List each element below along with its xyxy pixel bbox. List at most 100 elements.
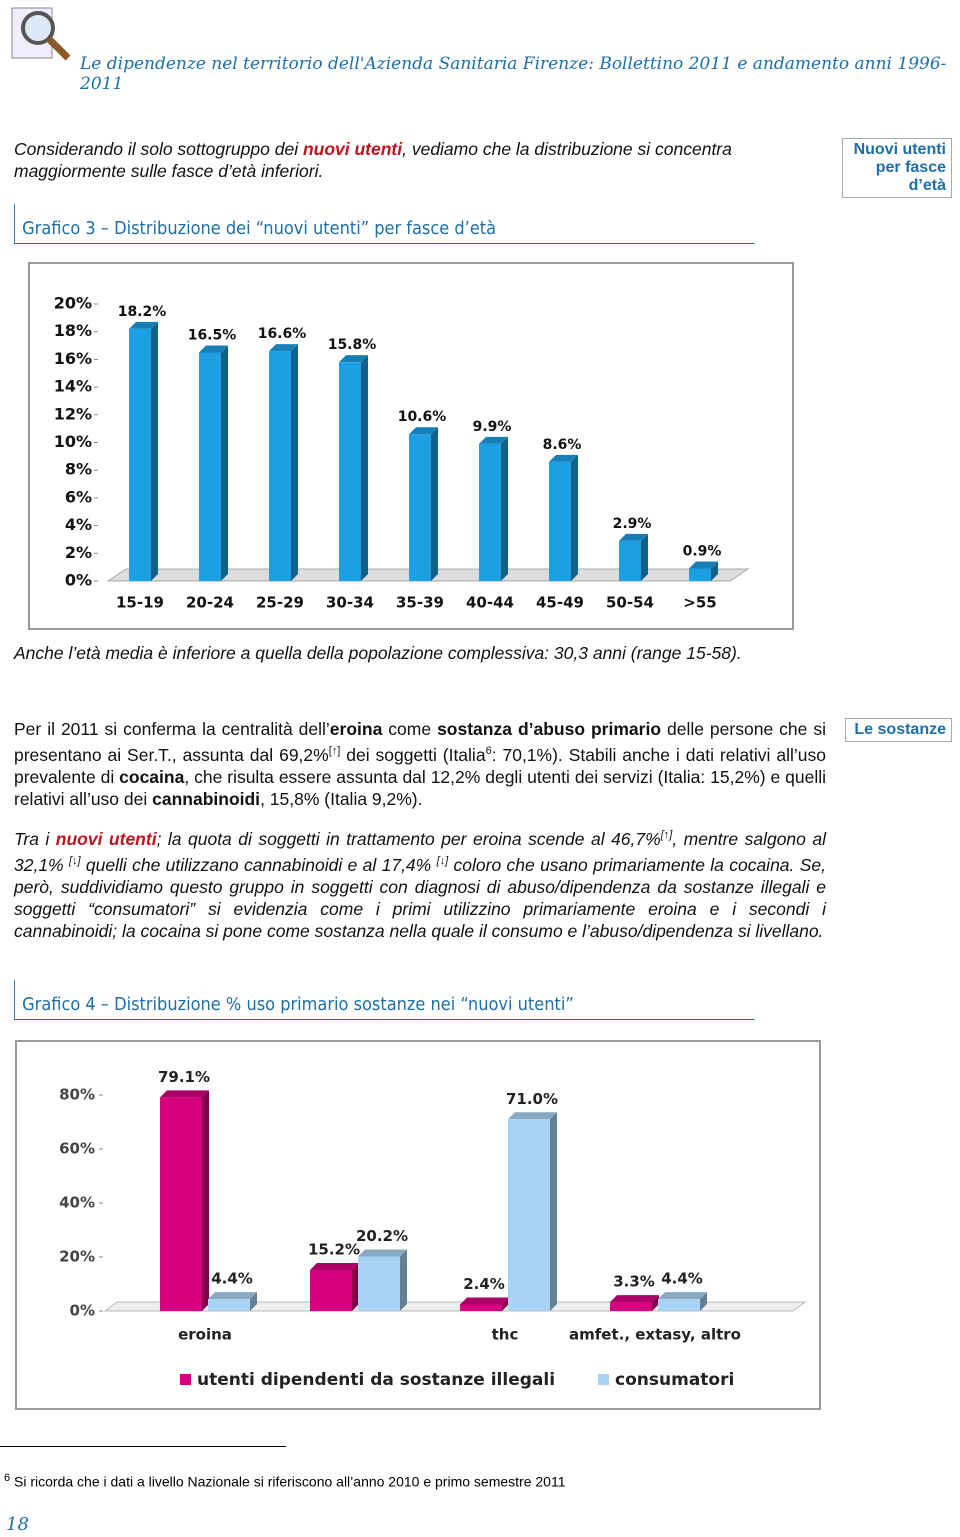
text: , 15,8% (Italia 9,2%). xyxy=(260,788,423,809)
x-tick-label: 40-44 xyxy=(466,594,514,612)
paragraph: Per il 2011 si conferma la centralità de… xyxy=(14,718,826,810)
y-tick-label: 80% xyxy=(59,1086,95,1104)
bar xyxy=(549,461,571,581)
text: : 70,1%). Stabili anche i dati relativi … xyxy=(14,744,826,787)
bar-side xyxy=(250,1292,257,1311)
chart: 0% 2% 4% 6% 8% 10% 12% 14% 16% 18% 20% 18.2% 15-19 16… xyxy=(28,262,794,630)
bar-top xyxy=(199,345,228,353)
value-label: 18.2% xyxy=(118,304,167,320)
bar xyxy=(658,1299,700,1311)
value-label: 71.0% xyxy=(506,1090,558,1108)
text: sostanza d’abuso primario xyxy=(437,719,662,739)
value-label: 79.1% xyxy=(158,1068,210,1086)
x-tick-label: >55 xyxy=(683,594,716,612)
bar-top xyxy=(310,1262,359,1270)
value-label: 15.2% xyxy=(308,1240,360,1258)
bar-side xyxy=(291,344,298,581)
text: Considerando il solo sottogruppo dei xyxy=(14,139,303,159)
bar-side xyxy=(652,1295,659,1311)
text: delle persone che si presentano ai Ser.T… xyxy=(14,719,826,765)
text: dei soggetti (Italia xyxy=(340,744,486,765)
bar-side xyxy=(550,1112,557,1311)
text: Per il 2011 si conferma la centralità de… xyxy=(14,719,330,739)
y-tick-label: 14% xyxy=(54,377,92,396)
legend-swatch xyxy=(180,1374,191,1385)
text: cocaina xyxy=(119,766,185,787)
bar-side xyxy=(502,1297,509,1311)
x-tick-label: 30-34 xyxy=(326,594,374,612)
paragraph: Tra i nuovi utenti; la quota di soggetti… xyxy=(14,824,826,942)
value-label: 15.8% xyxy=(328,337,377,353)
bar xyxy=(619,540,641,581)
y-tick-label: 4% xyxy=(65,515,92,534)
bar-top xyxy=(460,1297,509,1305)
y-tick-label: 6% xyxy=(65,487,92,506)
text: nuovi utenti xyxy=(302,139,403,159)
bar xyxy=(208,1299,250,1311)
bar xyxy=(689,568,711,581)
value-label: 9.9% xyxy=(473,419,512,435)
y-tick-label: 16% xyxy=(54,349,92,368)
bar xyxy=(460,1304,502,1311)
text: , vediamo che la distribuzione si concen… xyxy=(14,139,732,181)
x-tick-label: 20-24 xyxy=(186,594,234,612)
footnote: 6 Si ricorda che i dati a livello Nazion… xyxy=(4,1472,565,1490)
bar-side xyxy=(431,427,438,581)
x-tick-label: amfet., extasy, altro xyxy=(569,1326,741,1344)
x-tick-label: 15-19 xyxy=(116,594,164,612)
footnote-text: Si ricorda che i dati a livello Nazional… xyxy=(14,1473,566,1490)
legend-label: utenti dipendenti da sostanze illegali xyxy=(197,1370,555,1390)
bar-side xyxy=(501,436,508,581)
y-tick-label: 10% xyxy=(54,432,92,451)
y-tick-label: 12% xyxy=(54,404,92,423)
header-title: Le dipendenze nel territorio dell'Aziend… xyxy=(80,54,947,94)
y-tick-label: 20% xyxy=(59,1248,95,1266)
bar xyxy=(269,351,291,581)
chart-frame xyxy=(15,1040,821,1410)
y-tick-label: 0% xyxy=(65,571,92,590)
text: cannabinoidi xyxy=(152,788,261,809)
value-label: 10.6% xyxy=(398,409,447,425)
text: come xyxy=(382,719,438,739)
value-label: 4.4% xyxy=(211,1270,253,1288)
text: ; la quota di soggetti in trattamento pe… xyxy=(156,828,661,849)
bar-top xyxy=(129,321,158,329)
bar-top xyxy=(549,454,578,462)
value-label: 4.4% xyxy=(661,1270,703,1288)
page-number: 18 xyxy=(6,1514,29,1535)
bar-top xyxy=(409,427,438,435)
bar-top xyxy=(508,1112,557,1120)
bar-side xyxy=(361,355,368,581)
chart: 0% 20% 40% 60% 80% eroina 79.1% 4.4% 15.2%20.2% t… xyxy=(15,1040,821,1410)
text: Tra i xyxy=(14,828,56,849)
bar xyxy=(310,1269,352,1311)
text: nuovi utenti xyxy=(55,828,157,849)
footnote-ref[interactable]: [↑] xyxy=(660,829,673,841)
bar xyxy=(199,352,221,581)
bar-top xyxy=(358,1249,407,1257)
bar xyxy=(610,1302,652,1311)
text: quelli che utilizzano cannabinoidi e al … xyxy=(80,854,437,875)
value-label: 16.5% xyxy=(188,327,237,343)
text: coloro che usano primariamente la cocain… xyxy=(14,854,827,941)
bar xyxy=(358,1256,400,1311)
bar-top xyxy=(619,533,648,541)
paragraph: Anche l’età media è inferiore a quella d… xyxy=(14,643,742,663)
bar-top xyxy=(269,344,298,352)
footnote-ref[interactable]: [↓] xyxy=(68,854,81,867)
bar-side xyxy=(221,345,228,581)
bar xyxy=(160,1097,202,1311)
footnote-ref[interactable]: [↓] xyxy=(436,854,449,867)
y-tick-label: 0% xyxy=(70,1302,95,1320)
y-tick-label: 18% xyxy=(54,321,92,340)
chart-caption: Grafico 3 – Distribuzione dei “nuovi ute… xyxy=(14,204,755,244)
bar-top xyxy=(658,1292,707,1300)
footnote-ref[interactable]: [↑] xyxy=(328,745,341,757)
bar-top xyxy=(208,1292,257,1300)
y-tick-label: 60% xyxy=(59,1140,95,1158)
footnote-rule xyxy=(0,1446,286,1447)
bar-side xyxy=(202,1090,209,1311)
bar-side xyxy=(571,454,578,581)
bar xyxy=(339,362,361,581)
